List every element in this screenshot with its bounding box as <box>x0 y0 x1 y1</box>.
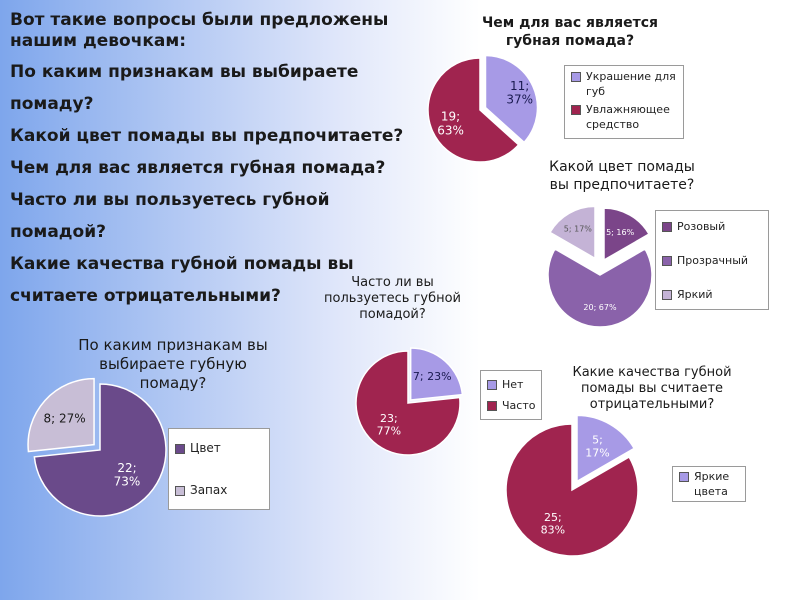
pie-slice <box>505 423 639 557</box>
legend-frequency: Нет Часто <box>480 370 542 420</box>
legend-label: Цвет <box>190 441 221 455</box>
pie-slice <box>547 247 653 328</box>
legend-swatch <box>571 72 581 82</box>
chart-title-color: Какой цвет помады вы предпочитаете? <box>549 159 695 193</box>
legend-label: Часто <box>502 399 536 412</box>
legend-item: Запах <box>175 483 227 498</box>
legend-color: Розовый Прозрачный Яркий <box>655 210 769 310</box>
legend-swatch <box>487 401 497 411</box>
pie-data-label: 20; 67% <box>583 303 617 312</box>
legend-label: Яркий <box>677 288 713 301</box>
question-item: Какие качества губной помады вы считаете… <box>10 254 354 306</box>
pie-slice <box>548 205 596 260</box>
pie-data-label: 5; 16% <box>606 228 635 237</box>
legend-item: Увлажняющее средство <box>571 102 670 132</box>
pie-slice <box>409 347 464 401</box>
legend-swatch <box>487 380 497 390</box>
legend-label: Запах <box>190 483 228 497</box>
legend-item: Украшение для губ <box>571 69 676 99</box>
question-list: По каким признакам вы выбираете помаду? … <box>10 56 430 312</box>
question-item: Чем для вас является губная помада? <box>10 158 386 178</box>
pie-slice <box>484 54 539 144</box>
legend-swatch <box>662 222 672 232</box>
legend-label: Прозрачный <box>677 254 749 267</box>
pie-chart-purpose: 11; 37% 19; 63% <box>427 54 539 163</box>
pie-data-label: 8; 27% <box>44 411 86 425</box>
legend-swatch <box>662 290 672 300</box>
pie-data-label: 22; 73% <box>114 461 141 489</box>
pie-slice <box>427 57 520 163</box>
legend-swatch <box>571 105 581 115</box>
legend-item: Прозрачный <box>662 253 748 268</box>
pie-data-label: 23; 77% <box>377 412 401 438</box>
legend-criteria: Цвет Запах <box>168 428 270 510</box>
legend-label: Яркие цвета <box>694 470 730 498</box>
chart-title-frequency: Часто ли вы пользуетесь губной помадой? <box>324 275 461 322</box>
pie-data-label: 5; 17% <box>585 434 609 460</box>
chart-title-criteria: По каким признакам вы выбираете губную п… <box>78 336 268 392</box>
legend-swatch <box>175 486 185 496</box>
pie-data-label: 7; 23% <box>413 370 452 383</box>
intro-text: Вот такие вопросы были предложены нашим … <box>10 10 430 312</box>
pie-slice <box>603 207 651 262</box>
chart-title-negatives: Какие качества губной помады вы считаете… <box>572 365 732 412</box>
legend-item: Цвет <box>175 441 221 456</box>
pie-data-label: 5; 17% <box>564 224 593 233</box>
chart-title-purpose: Чем для вас является губная помада? <box>481 15 659 49</box>
legend-swatch <box>679 472 689 482</box>
legend-label: Розовый <box>677 220 726 233</box>
pie-slice <box>355 350 461 456</box>
pie-slice <box>27 377 95 453</box>
legend-item: Часто <box>487 398 535 413</box>
question-item: Какой цвет помады вы предпочитаете? <box>10 126 404 146</box>
legend-swatch <box>175 444 185 454</box>
legend-item: Яркий <box>662 287 713 302</box>
question-item: По каким признакам вы выбираете помаду? <box>10 62 359 114</box>
question-item: Часто ли вы пользуетесь губной помадой? <box>10 190 330 242</box>
legend-item: Яркие цвета <box>679 469 729 499</box>
intro-lead: Вот такие вопросы были предложены нашим … <box>10 10 389 51</box>
pie-data-label: 25; 83% <box>541 511 565 537</box>
pie-chart-color: 5; 16% 20; 67% 5; 17% <box>547 205 653 328</box>
legend-item: Розовый <box>662 219 725 234</box>
legend-label: Нет <box>502 378 524 391</box>
pie-data-label: 11; 37% <box>506 79 533 107</box>
pie-slice <box>576 414 636 483</box>
pie-chart-frequency: 7; 23% 23; 77% <box>355 347 464 456</box>
legend-purpose: Украшение для губ Увлажняющее средство <box>564 65 684 139</box>
legend-label: Увлажняющее средство <box>586 103 670 131</box>
pie-chart-negatives: 5; 17% 25; 83% <box>505 414 639 557</box>
legend-label: Украшение для губ <box>586 70 676 98</box>
legend-negatives: Яркие цвета <box>672 466 746 502</box>
legend-swatch <box>662 256 672 266</box>
legend-item: Нет <box>487 377 523 392</box>
pie-slice <box>33 383 167 517</box>
pie-chart-criteria: 22; 73% 8; 27% <box>27 377 167 517</box>
pie-data-label: 19; 63% <box>437 110 464 138</box>
